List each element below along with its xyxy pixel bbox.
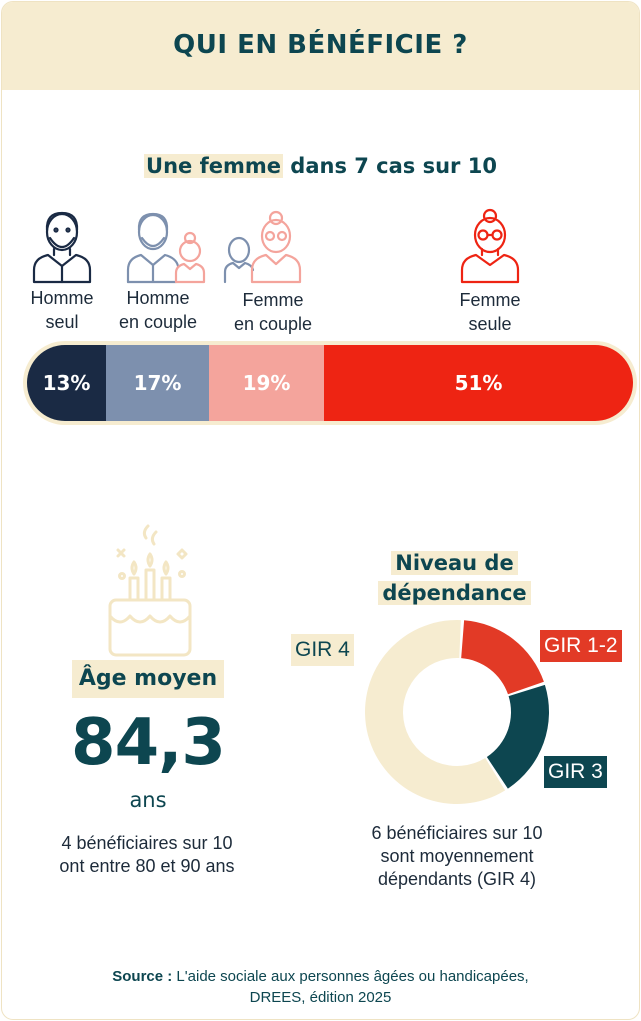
bar-segment-4: 51% [324, 345, 633, 421]
persona-label-woman-alone: Femme seule [432, 288, 548, 336]
persona-line: seul [45, 312, 79, 332]
source-line: L'aide sociale aux personnes âgées ou ha… [172, 968, 529, 985]
age-note: 4 bénéficiaires sur 10 ont entre 80 et 9… [22, 832, 272, 878]
persona-label-man-couple: Homme en couple [102, 286, 214, 334]
subtitle-rest: dans 7 cas sur 10 [282, 154, 497, 178]
persona-line: en couple [233, 314, 313, 334]
dependency-note-line: sont moyennement [380, 846, 534, 866]
persona-line: Homme [30, 288, 94, 308]
bar-segment-1: 13% [27, 345, 106, 421]
source-label: Source : [112, 968, 173, 985]
woman-in-couple-icon [223, 210, 302, 284]
gir-1-2-label: GIR 1-2 [540, 630, 622, 662]
man-in-couple-icon [126, 212, 206, 284]
persona-line: Femme [459, 290, 521, 310]
bar-segment-2: 17% [106, 345, 209, 421]
header-band: QUI EN BÉNÉFICIE ? [2, 2, 639, 90]
age-value: 84,3 [71, 706, 226, 780]
age-unit: ans [129, 788, 167, 812]
donut-slice-gir-1-2 [461, 620, 544, 695]
household-subtitle: Une femme dans 7 cas sur 10 [2, 154, 639, 178]
age-note-line: ont entre 80 et 90 ans [59, 856, 235, 876]
household-stacked-bar: 13% 17% 19% 51% [27, 345, 633, 421]
persona-label-man-alone: Homme seul [12, 286, 112, 334]
subtitle-highlight: Une femme [144, 154, 283, 178]
woman-alone-icon [460, 208, 520, 284]
source-line: DREES, édition 2025 [249, 989, 392, 1006]
birthday-cake-icon [108, 524, 192, 657]
source-citation: Source : L'aide sociale aux personnes âg… [2, 966, 639, 1008]
dependency-title: Niveau de dépendance [362, 548, 547, 608]
gir-3-label: GIR 3 [544, 756, 607, 788]
dependency-note-line: dépendants (GIR 4) [377, 869, 537, 889]
dependency-title-line: dépendance [378, 581, 531, 605]
dependency-donut-chart [365, 620, 549, 804]
donut-slice-gir-4 [365, 620, 506, 804]
persona-line: Homme [126, 288, 190, 308]
persona-line: Femme [242, 290, 304, 310]
persona-line: en couple [118, 312, 198, 332]
gir-4-label: GIR 4 [291, 634, 354, 666]
age-title: Âge moyen [72, 660, 224, 698]
age-note-line: 4 bénéficiaires sur 10 [61, 833, 233, 853]
household-bar-frame: 13% 17% 19% 51% [23, 341, 637, 425]
persona-label-woman-couple: Femme en couple [214, 288, 332, 336]
bar-segment-3: 19% [209, 345, 324, 421]
dependency-note: 6 bénéficiaires sur 10 sont moyennement … [332, 822, 582, 891]
dependency-note-line: 6 bénéficiaires sur 10 [371, 823, 543, 843]
dependency-title-line: Niveau de [391, 551, 518, 575]
page-title: QUI EN BÉNÉFICIE ? [173, 30, 468, 60]
man-alone-icon [32, 211, 92, 284]
donut-slice-gir-3 [486, 684, 549, 789]
persona-line: seule [468, 314, 512, 334]
